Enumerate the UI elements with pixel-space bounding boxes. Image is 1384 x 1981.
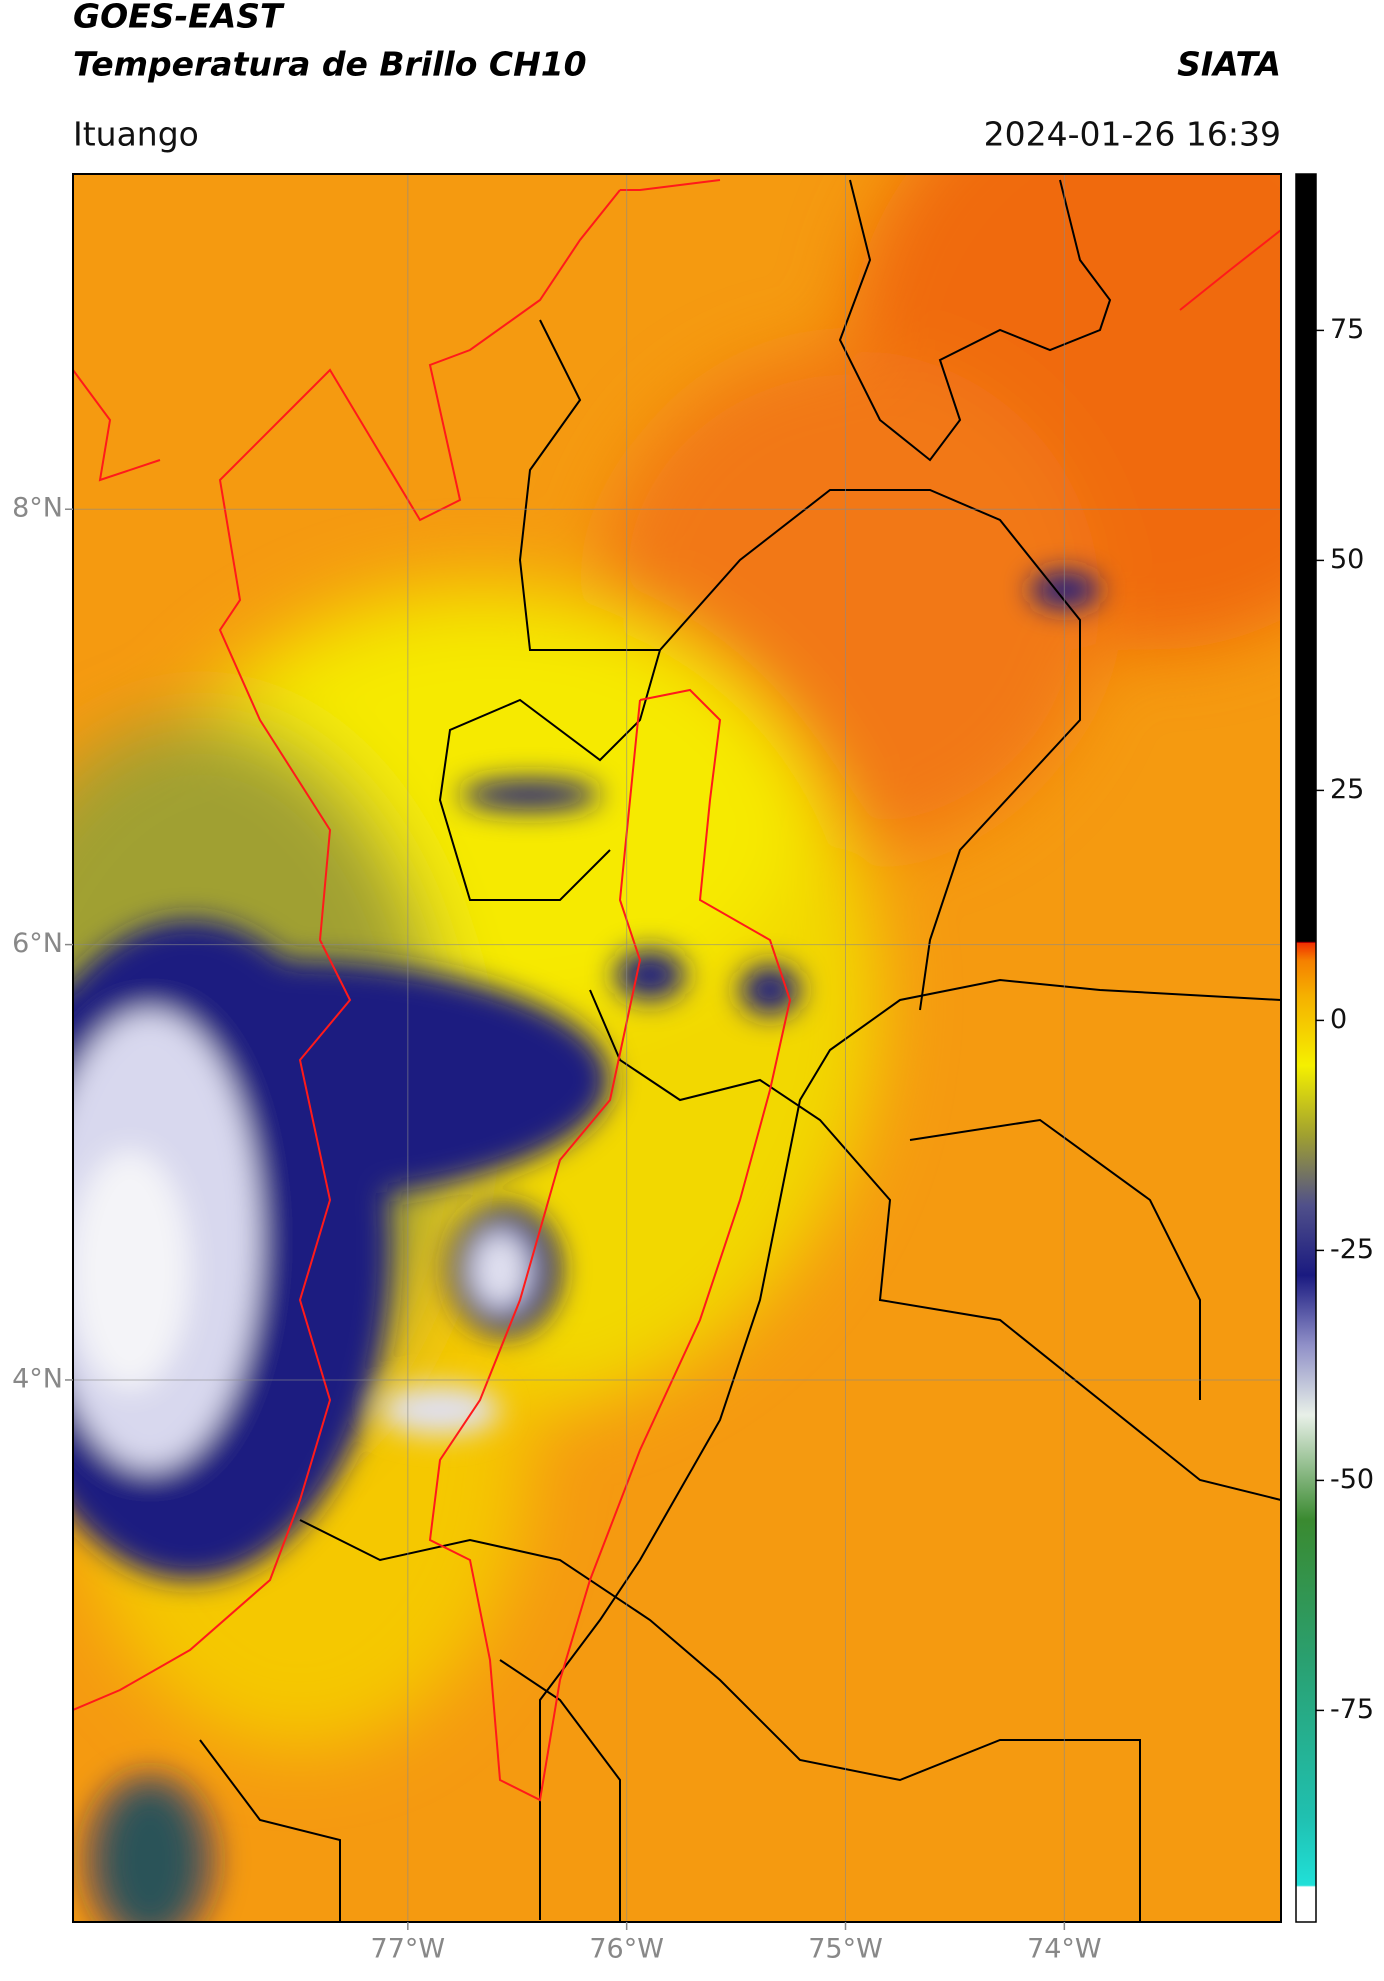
graticule	[73, 174, 1281, 1922]
colorbar-tick-label: 75	[1330, 314, 1364, 345]
map-frame	[72, 173, 1282, 1923]
satellite-image	[73, 174, 1281, 1922]
region: Ituango	[73, 115, 199, 154]
borders	[199, 179, 1281, 1922]
y-tick-label: 6°N	[12, 928, 63, 959]
datetime: 2024-01-26 16:39	[984, 115, 1281, 154]
colorbar-tick-label: -50	[1330, 1464, 1374, 1495]
x-tick-label: 76°W	[589, 1934, 664, 1965]
y-tick-label: 4°N	[12, 1363, 63, 1394]
coastline	[73, 179, 1281, 1802]
colorbar-tick-label: -75	[1330, 1694, 1374, 1725]
source: SIATA	[1177, 45, 1281, 84]
colorbar-tick-label: -25	[1330, 1234, 1374, 1265]
colorbar-tick-label: 50	[1330, 544, 1364, 575]
colorbar-tick-label: 25	[1330, 774, 1364, 805]
x-tick-label: 77°W	[371, 1934, 446, 1965]
colorbar	[1295, 173, 1317, 1923]
x-tick-label: 74°W	[1027, 1934, 1102, 1965]
x-tick-label: 75°W	[808, 1934, 883, 1965]
y-tick-label: 8°N	[12, 493, 63, 524]
colorbar-tick-label: 0	[1330, 1004, 1347, 1035]
title: GOES-EAST	[73, 0, 285, 36]
subtitle: Temperatura de Brillo CH10	[73, 45, 587, 84]
